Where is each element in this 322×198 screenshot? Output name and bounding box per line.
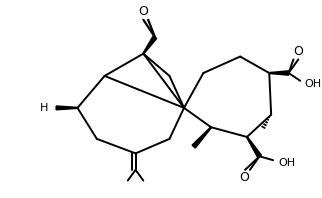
Polygon shape: [269, 71, 289, 75]
Text: O: O: [138, 5, 148, 18]
Text: OH: OH: [304, 79, 321, 89]
Polygon shape: [56, 106, 78, 110]
Polygon shape: [247, 137, 261, 157]
Text: O: O: [239, 171, 249, 184]
Polygon shape: [192, 127, 212, 148]
Text: H: H: [40, 103, 49, 113]
Polygon shape: [143, 36, 157, 54]
Text: OH: OH: [278, 158, 295, 168]
Text: O: O: [293, 45, 303, 58]
